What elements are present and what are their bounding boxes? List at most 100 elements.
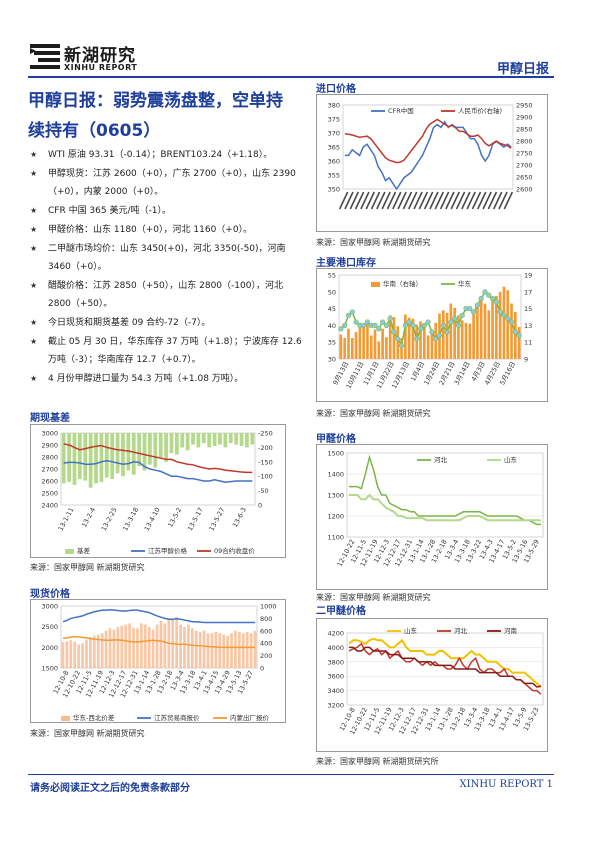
data-point — [436, 332, 443, 339]
series-line — [344, 118, 512, 164]
series-line — [62, 635, 256, 649]
y2-tick-label: -200 — [258, 444, 273, 452]
bar — [179, 624, 182, 668]
y2-tick-label: 13 — [524, 322, 532, 330]
bar — [476, 306, 479, 359]
bar — [147, 627, 151, 668]
bar — [201, 433, 206, 444]
bar — [164, 433, 168, 462]
series-line — [63, 459, 253, 483]
bar — [426, 335, 430, 359]
bar — [223, 433, 228, 448]
x-tick-label: 13-5-17 — [186, 506, 205, 532]
x-tick-mark — [418, 191, 429, 210]
y2-tick-label: 9 — [524, 356, 528, 364]
bar — [381, 328, 384, 359]
bar — [362, 324, 365, 359]
series-line — [348, 637, 542, 688]
data-point — [395, 336, 401, 342]
data-point — [459, 312, 465, 318]
bar — [128, 623, 131, 668]
legend-swatch — [61, 716, 70, 721]
series-line — [349, 493, 541, 522]
x-tick-mark — [498, 191, 508, 210]
y-tick-label: 3000 — [41, 603, 58, 611]
bar — [354, 332, 358, 359]
bar — [77, 433, 82, 480]
bar — [183, 627, 186, 668]
bar — [187, 624, 190, 668]
summary-item: CFR 中国 365 美元/吨（-1）。 — [30, 202, 306, 220]
x-tick-label: 13-4-10 — [143, 506, 162, 532]
y2-tick-label: 2850 — [516, 126, 533, 134]
bar — [347, 328, 350, 359]
x-tick-mark — [466, 191, 476, 210]
y-tick-label: 3600 — [327, 673, 344, 681]
x-tick-mark — [423, 191, 434, 210]
bar — [88, 433, 93, 488]
x-tick-mark — [429, 191, 439, 210]
y2-tick-label: -150 — [258, 458, 273, 466]
bar — [230, 633, 233, 668]
bar — [137, 433, 142, 467]
y-tick-label: 1100 — [327, 534, 344, 542]
bar — [65, 641, 69, 668]
bar — [377, 341, 381, 359]
bar — [366, 319, 369, 359]
plot-area — [346, 632, 544, 706]
xinhu-logo-icon — [30, 44, 60, 69]
y-tick-label: 45 — [328, 305, 336, 313]
x-tick-mark — [503, 191, 514, 210]
section-title-spot: 现货价格 — [30, 589, 70, 600]
bar — [506, 290, 510, 359]
bar — [517, 327, 521, 359]
bar — [449, 303, 453, 359]
spot-price-chart: 15002000250030000200400600800100012-10-8… — [30, 599, 286, 723]
source-note: 来源：国家甲醇网 新湖期货研究 — [316, 409, 431, 418]
bar — [136, 628, 139, 668]
bar — [89, 637, 92, 668]
x-tick-mark — [445, 191, 455, 210]
summary-item: 甲醇现货：江苏 2600（+0），广东 2700（+0），山东 2390（+0）… — [30, 165, 306, 201]
x-tick-mark — [386, 191, 397, 210]
bar — [396, 326, 400, 359]
bar — [180, 433, 185, 448]
bar — [143, 624, 147, 668]
y-tick-label: 4000 — [327, 644, 344, 652]
bar — [174, 433, 179, 455]
logo-subtext: XINHU REPORT — [64, 63, 138, 72]
y-tick-label: 1500 — [327, 450, 344, 458]
bar — [218, 433, 222, 445]
y2-tick-label: 2650 — [516, 174, 533, 182]
bar — [464, 322, 468, 359]
data-point — [474, 302, 480, 308]
bar — [358, 323, 362, 359]
x-tick-mark — [354, 191, 365, 210]
y-tick-label: 2900 — [41, 442, 58, 450]
data-point — [361, 322, 367, 329]
y2-tick-label: 2900 — [516, 114, 533, 122]
y2-tick-label: 800 — [260, 615, 272, 623]
data-point — [444, 329, 450, 335]
y-tick-label: 2400 — [41, 502, 58, 510]
source-note: 来源：国家甲醇网 新湖期货研究 — [316, 238, 431, 247]
bar — [502, 286, 506, 359]
data-point — [353, 319, 359, 325]
y2-tick-label: -100 — [258, 473, 273, 481]
x-tick-mark — [397, 191, 407, 210]
series-line — [63, 443, 253, 474]
bar — [245, 632, 249, 668]
legend-label: 江苏贸易商报价 — [154, 713, 200, 722]
bar — [234, 433, 239, 445]
bar — [77, 644, 81, 668]
bar — [457, 315, 460, 359]
bar — [241, 633, 245, 668]
bar — [108, 628, 112, 668]
bar — [245, 433, 249, 448]
report-title: 甲醇日报：弱势震荡盘整，空单持续持有（0605） — [28, 91, 283, 141]
y-tick-label: 50 — [328, 288, 336, 296]
bar — [196, 433, 201, 448]
y2-tick-label: 17 — [524, 288, 532, 296]
y-tick-label: 30 — [328, 356, 336, 364]
bar — [163, 623, 167, 668]
